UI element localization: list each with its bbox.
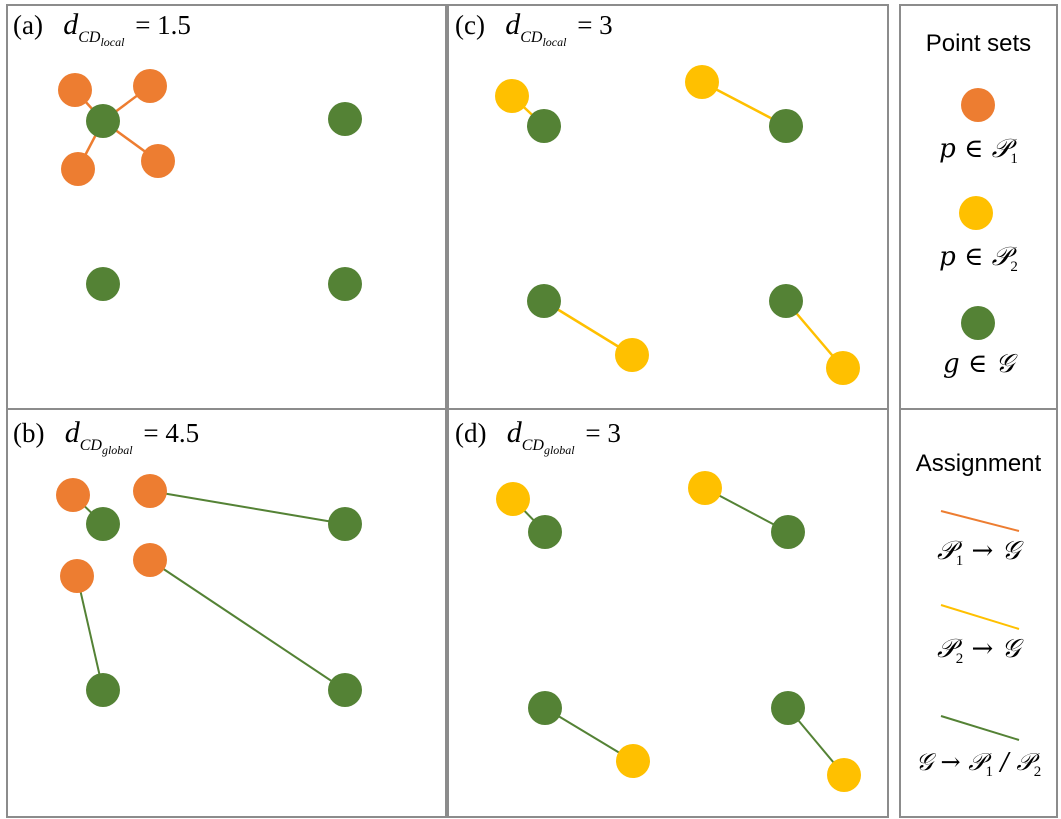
- legend-g-assign-text: 𝒢 → 𝒫1 / 𝒫2: [915, 748, 1042, 780]
- point-p1: [133, 474, 167, 508]
- point-p2: [615, 338, 649, 372]
- point-p1: [60, 559, 94, 593]
- legend-g-marker: [961, 306, 995, 340]
- panel-c-points: [495, 65, 860, 385]
- panel-b-edges: [72, 490, 346, 691]
- edge-d-3: [544, 707, 634, 762]
- point-g: [86, 673, 120, 707]
- point-p1: [58, 73, 92, 107]
- point-g: [328, 102, 362, 136]
- point-g: [328, 507, 362, 541]
- point-g: [769, 109, 803, 143]
- point-g: [328, 673, 362, 707]
- legend-g-line: [940, 715, 1020, 741]
- panel-a: [6, 4, 447, 410]
- panel-b: [6, 408, 447, 818]
- legend-p2-line: [940, 604, 1020, 630]
- point-g: [86, 507, 120, 541]
- edge-c-3: [543, 299, 633, 357]
- point-p2: [496, 482, 530, 516]
- legend-g-text: g ∈ 𝒢: [943, 349, 1014, 379]
- point-g: [771, 691, 805, 725]
- point-p1: [141, 144, 175, 178]
- legend-p1-assign-text: 𝒫1 → 𝒢: [936, 536, 1021, 569]
- point-g: [86, 104, 120, 138]
- point-p1: [56, 478, 90, 512]
- panel-d: [447, 408, 889, 818]
- legend-point-sets-content: Point sets p ∈ 𝒫1 p ∈ 𝒫2 g ∈ 𝒢: [899, 4, 1058, 410]
- legend-assignment-title: Assignment: [915, 450, 1042, 477]
- point-g: [328, 267, 362, 301]
- legend-point-sets-title: Point sets: [925, 30, 1032, 57]
- panel-b-label: (b) dCDglobal = 4.5: [13, 416, 200, 457]
- point-p2: [495, 79, 529, 113]
- edge-b-4: [149, 559, 346, 691]
- point-g: [528, 515, 562, 549]
- point-p2: [685, 65, 719, 99]
- legend-assignment-content: Assignment 𝒫1 → 𝒢 𝒫2 → 𝒢 𝒢 → 𝒫1 / 𝒫2: [899, 408, 1058, 818]
- point-p1: [61, 152, 95, 186]
- point-g: [771, 515, 805, 549]
- legend-p1-line: [940, 510, 1020, 532]
- panel-d-points: [496, 471, 861, 792]
- point-p2: [826, 351, 860, 385]
- point-g: [769, 284, 803, 318]
- point-p1: [133, 69, 167, 103]
- legend-p2-text: p ∈ 𝒫2: [939, 242, 1018, 275]
- legend-p1-text: p ∈ 𝒫1: [939, 134, 1018, 167]
- point-g: [527, 109, 561, 143]
- point-g: [528, 691, 562, 725]
- panel-d-label: (d) dCDglobal = 3: [455, 416, 621, 457]
- panel-a-points: [58, 69, 362, 301]
- edge-b-3: [76, 575, 104, 691]
- point-p1: [133, 543, 167, 577]
- legend-assignment: [899, 408, 1058, 818]
- point-g: [527, 284, 561, 318]
- legend-p2-assign-text: 𝒫2 → 𝒢: [936, 634, 1021, 667]
- edge-b-2: [149, 490, 346, 525]
- point-p2: [688, 471, 722, 505]
- point-p2: [616, 744, 650, 778]
- legend-p2-marker: [959, 196, 993, 230]
- point-p2: [827, 758, 861, 792]
- panel-b-points: [56, 474, 362, 707]
- panel-c-label: (c) dCDlocal = 3: [455, 8, 613, 49]
- legend-p1-marker: [961, 88, 995, 122]
- panel-a-label: (a) dCDlocal = 1.5: [13, 8, 191, 49]
- point-g: [86, 267, 120, 301]
